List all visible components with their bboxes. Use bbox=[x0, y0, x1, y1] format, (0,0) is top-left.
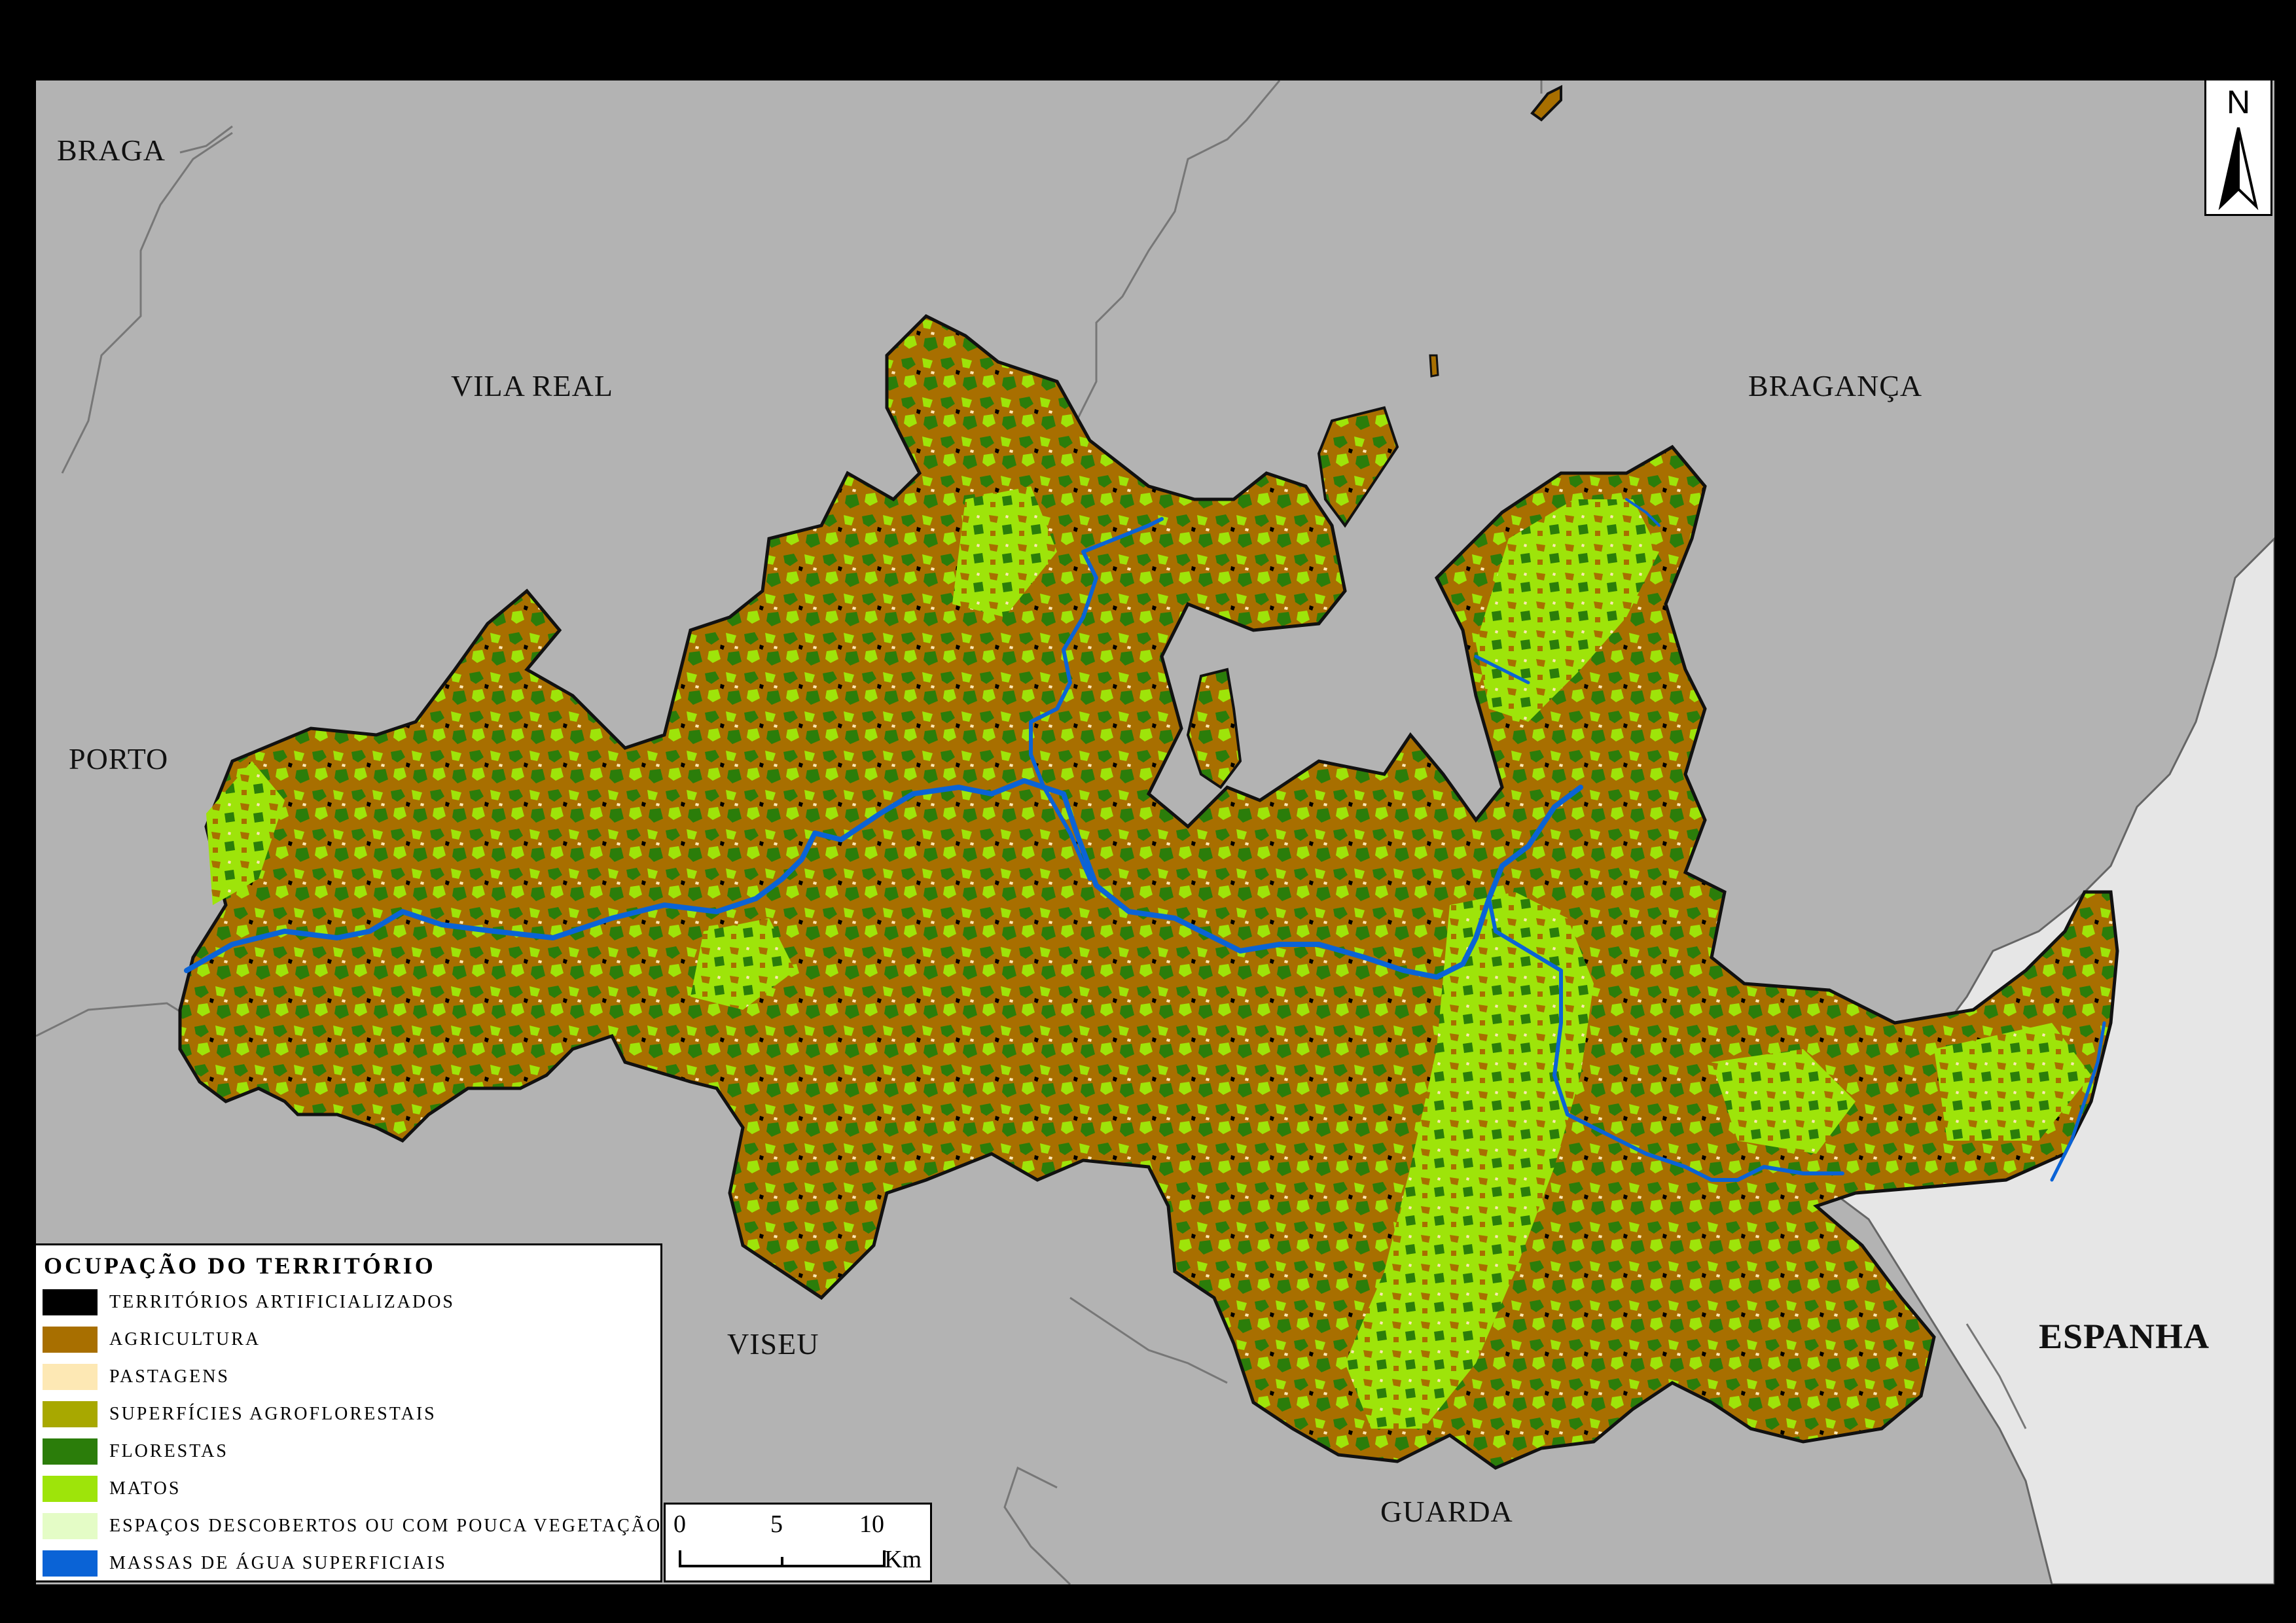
legend-swatch bbox=[43, 1327, 98, 1353]
legend-item: SUPERFÍCIES AGROFLORESTAIS bbox=[43, 1400, 437, 1428]
district-label-braganca: BRAGANÇA bbox=[1748, 369, 1923, 402]
scale-bar-graphic bbox=[679, 1550, 886, 1567]
north-arrow-icon bbox=[2218, 127, 2259, 211]
legend-label: ESPAÇOS DESCOBERTOS OU COM POUCA VEGETAÇ… bbox=[109, 1516, 662, 1536]
islet-4 bbox=[1429, 354, 1439, 378]
legend-label: PASTAGENS bbox=[109, 1366, 230, 1387]
scale-unit: Km bbox=[884, 1546, 922, 1573]
legend-swatch bbox=[43, 1401, 98, 1427]
district-boundaries bbox=[36, 80, 2027, 1584]
legend: OCUPAÇÃO DO TERRITÓRIO TERRITÓRIOS ARTIF… bbox=[34, 1243, 662, 1582]
district-label-vila-real: VILA REAL bbox=[451, 369, 613, 402]
legend-item: AGRICULTURA bbox=[43, 1326, 260, 1353]
map-canvas bbox=[36, 80, 2274, 1584]
district-label-porto: PORTO bbox=[69, 742, 169, 776]
legend-label: TERRITÓRIOS ARTIFICIALIZADOS bbox=[109, 1292, 455, 1312]
scale-tick-label: 5 bbox=[770, 1510, 783, 1538]
district-label-espanha: ESPANHA bbox=[2039, 1317, 2210, 1356]
legend-swatch bbox=[43, 1476, 98, 1502]
islet-1 bbox=[1317, 406, 1399, 528]
legend-swatch bbox=[43, 1438, 98, 1465]
legend-item: MATOS bbox=[43, 1475, 181, 1503]
legend-swatch bbox=[43, 1289, 98, 1315]
legend-item: PASTAGENS bbox=[43, 1363, 230, 1391]
scale-tick-label: 10 bbox=[859, 1510, 884, 1538]
matos-zones bbox=[206, 486, 2091, 1429]
islet-2 bbox=[1186, 668, 1242, 789]
legend-label: SUPERFÍCIES AGROFLORESTAIS bbox=[109, 1404, 437, 1424]
legend-item: TERRITÓRIOS ARTIFICIALIZADOS bbox=[43, 1289, 455, 1316]
district-label-guarda: GUARDA bbox=[1380, 1495, 1513, 1528]
legend-label: AGRICULTURA bbox=[109, 1329, 261, 1349]
legend-label: MATOS bbox=[109, 1478, 181, 1499]
legend-swatch bbox=[43, 1364, 98, 1390]
legend-item: FLORESTAS bbox=[43, 1438, 228, 1465]
legend-item: ESPAÇOS DESCOBERTOS OU COM POUCA VEGETAÇ… bbox=[43, 1512, 662, 1540]
legend-title: OCUPAÇÃO DO TERRITÓRIO bbox=[44, 1253, 436, 1279]
scale-tick-label: 0 bbox=[673, 1510, 686, 1538]
district-label-viseu: VISEU bbox=[727, 1327, 819, 1361]
legend-swatch bbox=[43, 1513, 98, 1539]
rivers bbox=[184, 498, 2106, 1182]
legend-swatch bbox=[43, 1550, 98, 1577]
islet-3 bbox=[1530, 84, 1562, 122]
district-label-braga: BRAGA bbox=[57, 134, 166, 167]
legend-label: FLORESTAS bbox=[109, 1441, 228, 1461]
north-arrow: N bbox=[2204, 79, 2272, 216]
north-label: N bbox=[2226, 84, 2251, 120]
legend-label: MASSAS DE ÁGUA SUPERFICIAIS bbox=[109, 1553, 447, 1573]
scale-bar: 0 5 10 Km bbox=[664, 1503, 932, 1582]
legend-item: MASSAS DE ÁGUA SUPERFICIAIS bbox=[43, 1550, 447, 1577]
